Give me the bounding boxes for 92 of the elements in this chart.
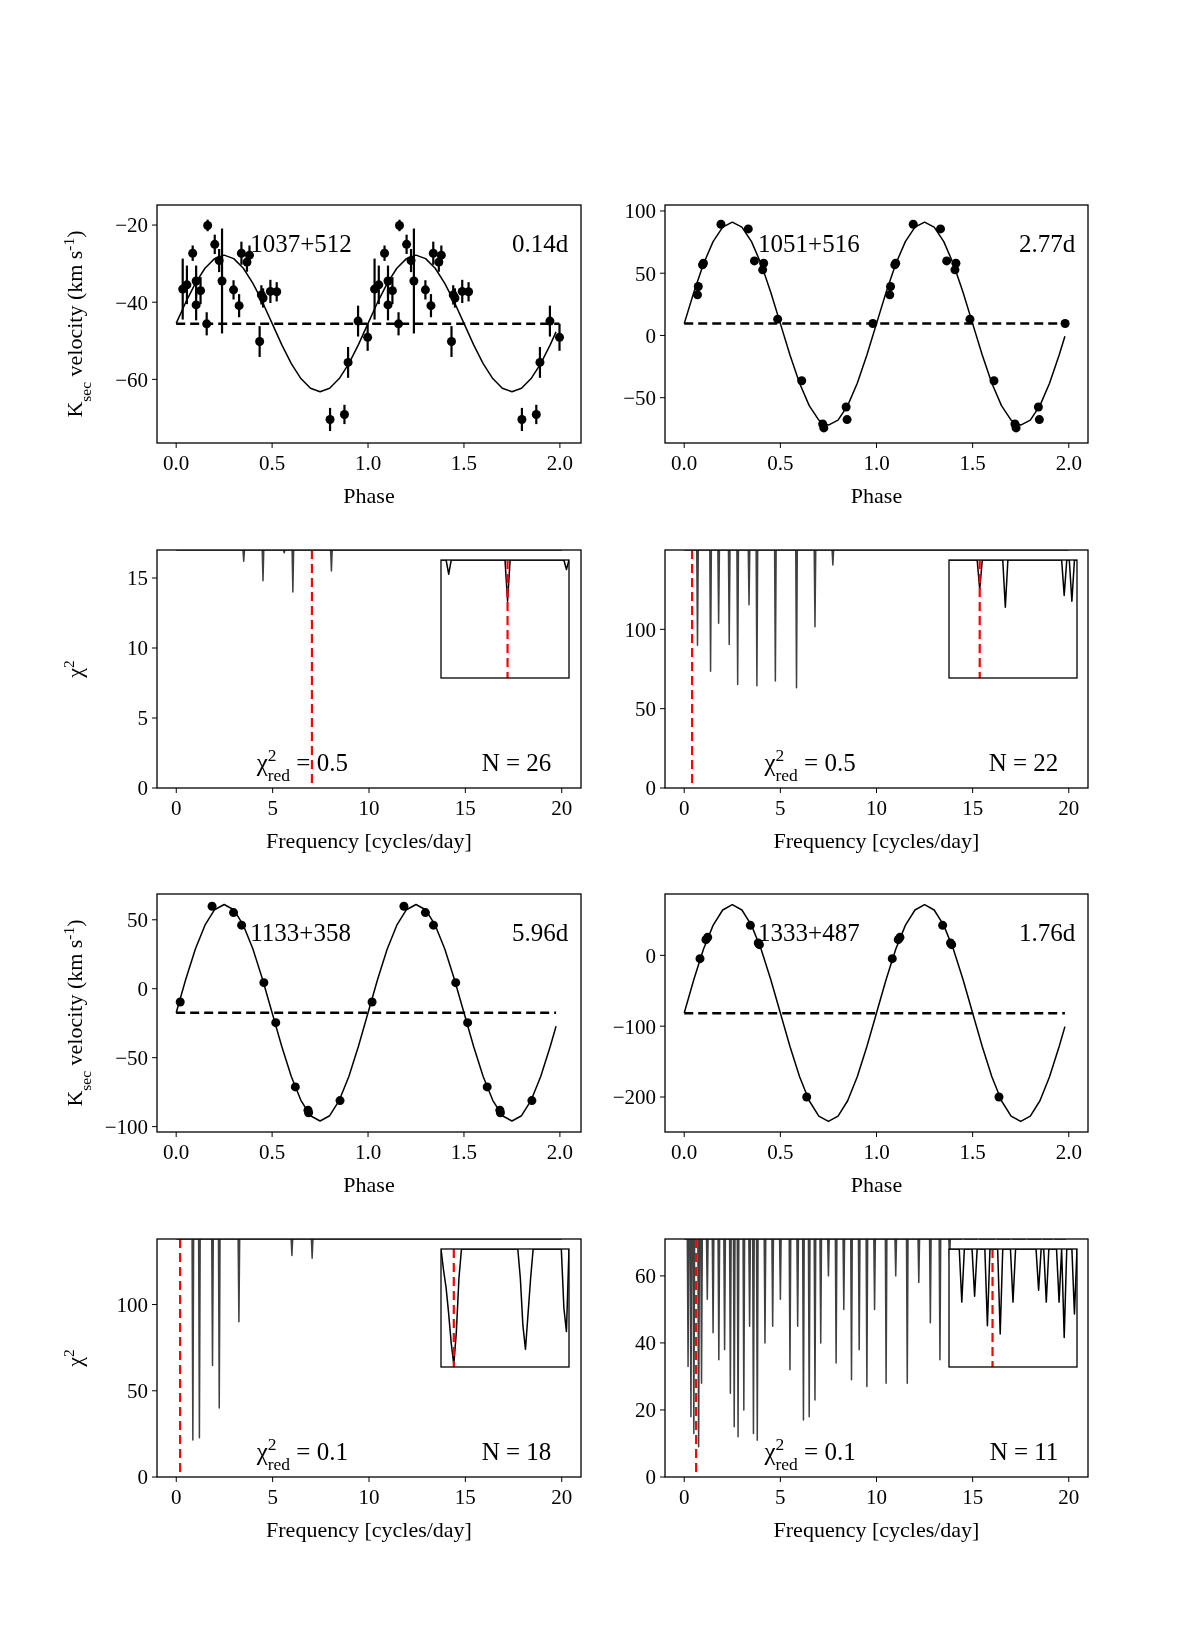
x-tick-label: 0: [678, 1485, 690, 1509]
annotation: N = 18: [481, 1437, 552, 1465]
y-tick-label: −60: [115, 367, 148, 392]
x-tick-label: 1.5: [450, 1140, 478, 1164]
y-tick-label: −100: [612, 1014, 656, 1039]
x-tick-label: 20: [551, 1485, 573, 1509]
x-tick-label: 1.0: [354, 451, 382, 475]
x-tick-label: 20: [1058, 1485, 1080, 1509]
y-tick-label: 100: [624, 199, 656, 224]
annotation: 1051+516: [758, 229, 860, 257]
x-axis-title: Phase: [343, 483, 395, 508]
y-tick-label: 0: [645, 1465, 656, 1490]
x-tick-label: 15: [962, 1485, 984, 1509]
x-tick-label: 10: [866, 1485, 887, 1509]
x-tick-label: 20: [1058, 796, 1080, 820]
y-tick-label: 50: [127, 908, 148, 933]
x-axis-title: Phase: [343, 1172, 395, 1197]
x-tick-label: 1.5: [959, 451, 986, 475]
x-tick-label: 0.5: [258, 1140, 286, 1164]
annotation: 0.14d: [512, 229, 569, 257]
x-tick-label: 5: [775, 796, 786, 820]
x-tick-label: 2.0: [546, 451, 574, 475]
y-tick-label: 60: [635, 1264, 656, 1289]
annotation: χ$^{2}$$_{red}$ = 0.1: [763, 1433, 856, 1474]
annotation: N = 22: [988, 748, 1059, 776]
x-tick-label: 1.0: [863, 1140, 890, 1164]
x-tick-label: 5: [267, 1485, 278, 1509]
annotation: N = 26: [481, 748, 552, 776]
y-tick-label: 0: [137, 1465, 148, 1490]
y-tick-label: −50: [623, 386, 656, 411]
y-tick-label: 100: [624, 617, 656, 642]
x-axis-title: Frequency [cycles/day]: [773, 828, 980, 853]
x-tick-label: 2.0: [1055, 451, 1082, 475]
y-tick-label: 10: [127, 636, 148, 661]
y-tick-label: 0: [137, 776, 148, 801]
y-tick-label: 15: [127, 566, 148, 591]
x-tick-label: 15: [454, 1485, 476, 1509]
x-tick-label: 20: [551, 796, 573, 820]
x-axis-title: Phase: [850, 1172, 903, 1197]
annotation: χ$^{2}$$_{red}$ = 0.5: [763, 744, 856, 785]
y-tick-label: 5: [137, 706, 148, 731]
y-tick-label: −50: [115, 1046, 148, 1071]
y-tick-label: 0: [645, 323, 656, 348]
x-tick-label: 1.5: [450, 451, 478, 475]
annotation: N = 11: [989, 1437, 1059, 1465]
x-tick-label: 1.0: [354, 1140, 382, 1164]
x-tick-label: 5: [267, 796, 278, 820]
annotation: 1037+512: [250, 229, 352, 257]
y-tick-label: 0: [137, 977, 148, 1002]
y-tick-label: 0: [645, 943, 656, 968]
x-tick-label: 10: [358, 796, 380, 820]
x-tick-label: 0.0: [163, 1140, 190, 1164]
x-tick-label: 0.0: [671, 1140, 698, 1164]
x-tick-label: 0.5: [767, 451, 794, 475]
x-axis-title: Frequency [cycles/day]: [773, 1517, 980, 1542]
y-tick-label: 0: [645, 776, 656, 801]
x-tick-label: 10: [358, 1485, 380, 1509]
annotation: 1.76d: [1019, 918, 1076, 946]
x-tick-label: 15: [454, 796, 476, 820]
x-axis-title: Frequency [cycles/day]: [266, 828, 472, 853]
x-tick-label: 0.0: [671, 451, 698, 475]
x-tick-label: 0.0: [163, 451, 190, 475]
y-tick-label: −20: [115, 213, 148, 238]
annotation: χ$^{2}$$_{red}$ = 0.5: [255, 744, 348, 785]
annotation: 2.77d: [1019, 229, 1076, 257]
y-tick-label: 50: [635, 697, 656, 722]
x-tick-label: 0.5: [767, 1140, 794, 1164]
x-tick-label: 2.0: [546, 1140, 574, 1164]
y-tick-label: −200: [612, 1085, 656, 1110]
x-tick-label: 15: [962, 796, 984, 820]
x-tick-label: 0: [678, 796, 690, 820]
annotation: 1333+487: [758, 918, 860, 946]
x-tick-label: 1.5: [959, 1140, 986, 1164]
x-tick-label: 2.0: [1055, 1140, 1082, 1164]
x-tick-label: 0: [171, 796, 182, 820]
y-tick-label: 50: [127, 1379, 148, 1404]
annotation: 1133+358: [250, 918, 351, 946]
y-tick-label: 40: [635, 1331, 656, 1356]
y-tick-label: 50: [635, 261, 656, 286]
annotation: χ$^{2}$$_{red}$ = 0.1: [255, 1433, 348, 1474]
y-tick-label: −100: [104, 1114, 148, 1139]
y-tick-label: 100: [116, 1292, 148, 1317]
x-tick-label: 0.5: [258, 451, 286, 475]
x-tick-label: 5: [775, 1485, 786, 1509]
x-tick-label: 0: [171, 1485, 182, 1509]
x-tick-label: 1.0: [863, 451, 890, 475]
y-tick-label: −40: [115, 290, 148, 315]
y-tick-label: 20: [635, 1398, 656, 1423]
x-axis-title: Phase: [850, 483, 903, 508]
x-axis-title: Frequency [cycles/day]: [266, 1517, 472, 1542]
annotation: 5.96d: [512, 918, 569, 946]
x-tick-label: 10: [866, 796, 887, 820]
